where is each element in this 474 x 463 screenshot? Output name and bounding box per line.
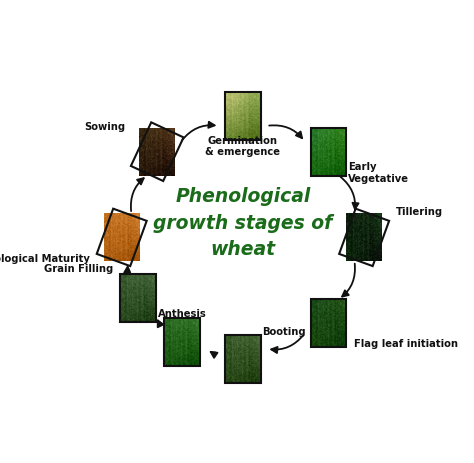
FancyArrowPatch shape — [342, 263, 355, 297]
Bar — [311, 299, 346, 347]
FancyArrowPatch shape — [269, 125, 302, 138]
Bar — [97, 209, 146, 266]
FancyArrowPatch shape — [182, 122, 215, 140]
Text: Flag leaf initiation: Flag leaf initiation — [354, 339, 457, 350]
Bar — [131, 122, 183, 181]
Text: Germination
& emergence: Germination & emergence — [205, 136, 281, 157]
Text: Grain Filling: Grain Filling — [44, 264, 113, 275]
Bar — [311, 128, 346, 176]
Bar — [339, 209, 389, 266]
FancyArrowPatch shape — [340, 177, 358, 209]
Bar — [120, 274, 156, 322]
Text: Physiological Maturity: Physiological Maturity — [0, 254, 90, 264]
FancyArrowPatch shape — [131, 178, 144, 211]
FancyArrowPatch shape — [211, 352, 218, 358]
FancyArrowPatch shape — [124, 267, 130, 273]
Bar — [164, 318, 200, 366]
Text: Early
Vegetative: Early Vegetative — [348, 162, 409, 184]
Text: Phenological
growth stages of
wheat: Phenological growth stages of wheat — [153, 187, 333, 259]
Text: Anthesis: Anthesis — [158, 309, 207, 319]
FancyArrowPatch shape — [271, 335, 303, 353]
FancyArrowPatch shape — [158, 320, 163, 327]
Text: Booting: Booting — [263, 327, 306, 337]
Text: Tillering: Tillering — [396, 207, 443, 218]
Text: Sowing: Sowing — [84, 122, 125, 131]
Bar — [225, 335, 261, 382]
Bar — [225, 92, 261, 140]
